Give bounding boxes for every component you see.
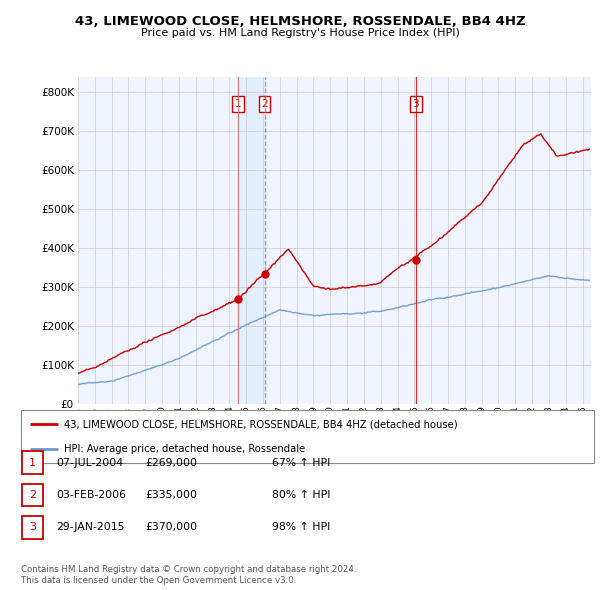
- Text: 2: 2: [29, 490, 36, 500]
- FancyBboxPatch shape: [22, 516, 43, 539]
- Text: 1: 1: [29, 458, 36, 467]
- Text: £269,000: £269,000: [146, 458, 198, 467]
- Text: 07-JUL-2004: 07-JUL-2004: [56, 458, 123, 467]
- Text: 29-JAN-2015: 29-JAN-2015: [56, 523, 124, 532]
- Text: 43, LIMEWOOD CLOSE, HELMSHORE, ROSSENDALE, BB4 4HZ (detached house): 43, LIMEWOOD CLOSE, HELMSHORE, ROSSENDAL…: [64, 419, 458, 430]
- Bar: [238, 77, 265, 404]
- Text: HPI: Average price, detached house, Rossendale: HPI: Average price, detached house, Ross…: [64, 444, 305, 454]
- Text: Contains HM Land Registry data © Crown copyright and database right 2024.: Contains HM Land Registry data © Crown c…: [21, 565, 356, 574]
- Text: £370,000: £370,000: [146, 523, 198, 532]
- Text: This data is licensed under the Open Government Licence v3.0.: This data is licensed under the Open Gov…: [21, 576, 296, 585]
- Text: 80% ↑ HPI: 80% ↑ HPI: [272, 490, 331, 500]
- Text: 1: 1: [235, 99, 241, 109]
- Text: 67% ↑ HPI: 67% ↑ HPI: [272, 458, 330, 467]
- Text: 98% ↑ HPI: 98% ↑ HPI: [272, 523, 330, 532]
- Text: 3: 3: [29, 523, 36, 532]
- Text: 43, LIMEWOOD CLOSE, HELMSHORE, ROSSENDALE, BB4 4HZ: 43, LIMEWOOD CLOSE, HELMSHORE, ROSSENDAL…: [74, 15, 526, 28]
- Text: Price paid vs. HM Land Registry's House Price Index (HPI): Price paid vs. HM Land Registry's House …: [140, 28, 460, 38]
- FancyBboxPatch shape: [22, 451, 43, 474]
- Text: 2: 2: [261, 99, 268, 109]
- Text: 3: 3: [412, 99, 419, 109]
- FancyBboxPatch shape: [22, 484, 43, 506]
- Text: £335,000: £335,000: [146, 490, 198, 500]
- Text: 03-FEB-2006: 03-FEB-2006: [56, 490, 126, 500]
